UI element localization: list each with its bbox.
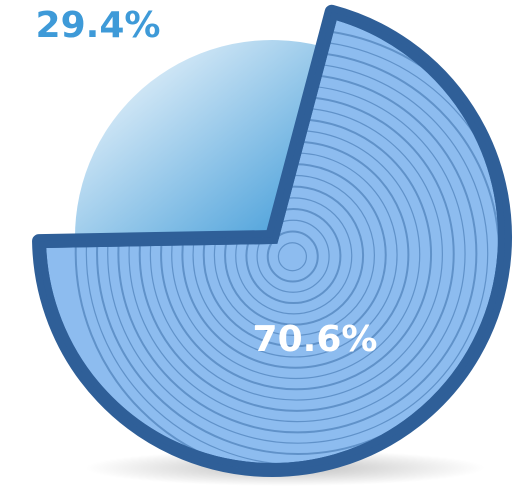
labels: 29.4% 70.6%	[36, 5, 378, 360]
data-label: 29.4%	[36, 5, 161, 46]
data-label: 70.6%	[253, 319, 378, 360]
pie	[32, 4, 512, 477]
pie-slice	[75, 39, 323, 241]
